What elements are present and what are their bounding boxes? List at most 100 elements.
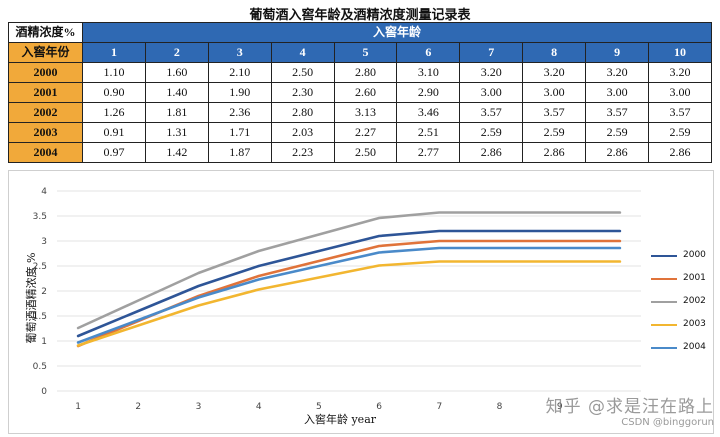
value-cell: 3.20 — [648, 62, 712, 83]
value-cell: 1.90 — [207, 82, 272, 103]
value-cell: 2.36 — [207, 102, 272, 123]
value-cell: 3.00 — [648, 82, 712, 103]
age-header-cell: 7 — [459, 42, 524, 63]
value-cell: 3.13 — [333, 102, 398, 123]
value-cell: 2.30 — [270, 82, 335, 103]
x-tick-label: 6 — [376, 402, 382, 412]
corner-bottom-cell: 入窖年份 — [8, 42, 83, 63]
value-cell: 1.40 — [144, 82, 209, 103]
watermark-main: 知乎 @求是汪在路上 — [545, 397, 714, 417]
year-cell: 2003 — [8, 122, 83, 143]
legend-item: 2002 — [649, 293, 711, 316]
value-cell: 2.86 — [522, 142, 587, 163]
y-tick-label: 3 — [41, 237, 47, 247]
value-cell: 2.59 — [522, 122, 587, 143]
value-cell: 0.97 — [82, 142, 146, 163]
age-header-cell: 1 — [82, 42, 146, 63]
x-tick-label: 7 — [436, 402, 442, 412]
table-row: 2003 0.91 1.31 1.71 2.03 2.27 2.51 2.59 2.59 2.59… — [8, 122, 712, 143]
y-tick-label: 0.5 — [33, 362, 47, 372]
age-header-cell: 6 — [396, 42, 461, 63]
legend-label: 2003 — [683, 319, 706, 329]
legend-item: 2000 — [649, 247, 711, 270]
value-cell: 1.81 — [144, 102, 209, 123]
value-cell: 3.00 — [522, 82, 587, 103]
series-line-2002 — [76, 211, 622, 330]
y-tick-label: 2.5 — [33, 262, 47, 272]
legend-swatch — [651, 278, 677, 280]
y-tick-label: 0 — [41, 387, 47, 397]
value-cell: 3.10 — [396, 62, 461, 83]
value-cell: 3.20 — [522, 62, 587, 83]
value-cell: 3.57 — [459, 102, 524, 123]
value-cell: 2.60 — [333, 82, 398, 103]
line-chart: 0 0.5 1 1.5 2 2.5 3 3.5 4 1 2 3 4 5 6 7 8 9 — [33, 187, 641, 412]
value-cell: 2.50 — [270, 62, 335, 83]
year-cell: 2002 — [8, 102, 83, 123]
value-cell: 3.00 — [585, 82, 650, 103]
series-line-2004 — [76, 246, 622, 344]
value-cell: 3.57 — [585, 102, 650, 123]
year-cell: 2000 — [8, 62, 83, 83]
value-cell: 3.46 — [396, 102, 461, 123]
x-tick-label: 5 — [316, 402, 322, 412]
corner-top-cell: 酒精浓度% — [8, 22, 83, 43]
series-line-2003 — [76, 260, 622, 347]
series-line-2000 — [76, 229, 622, 338]
legend-item: 2003 — [649, 316, 711, 339]
y-tick-label: 2 — [41, 287, 47, 297]
x-tick-label: 2 — [135, 402, 141, 412]
value-cell: 1.60 — [144, 62, 209, 83]
legend-swatch — [651, 347, 677, 349]
value-cell: 0.90 — [82, 82, 146, 103]
y-axis-title: 葡萄酒酒精浓度 % — [25, 252, 38, 344]
value-cell: 3.20 — [585, 62, 650, 83]
table-row: 2004 0.97 1.42 1.87 2.23 2.50 2.77 2.86 2.86 2.86… — [8, 142, 712, 163]
legend-label: 2002 — [683, 296, 706, 306]
age-group-header: 入窖年龄 — [82, 22, 712, 43]
chart-panel: 0 0.5 1 1.5 2 2.5 3 3.5 4 1 2 3 4 5 6 7 8 9 葡萄酒酒精浓度 % 入窖年… — [8, 170, 714, 434]
table-row: 2002 1.26 1.81 2.36 2.80 3.13 3.46 3.57 3.57 3.57… — [8, 102, 712, 123]
legend-swatch — [651, 324, 677, 326]
value-cell: 3.00 — [459, 82, 524, 103]
x-tick-label: 9 — [557, 402, 563, 412]
value-cell: 2.27 — [333, 122, 398, 143]
value-cell: 2.80 — [333, 62, 398, 83]
year-cell: 2001 — [8, 82, 83, 103]
value-cell: 2.86 — [459, 142, 524, 163]
x-axis-title: 入窖年龄 year — [303, 413, 377, 426]
x-tick-label: 1 — [75, 402, 81, 412]
y-tick-label: 1 — [41, 337, 47, 347]
legend-swatch — [651, 301, 677, 303]
table-title: 葡萄酒入窖年龄及酒精浓度测量记录表 — [249, 8, 471, 23]
value-cell: 2.51 — [396, 122, 461, 143]
legend-item: 2001 — [649, 270, 711, 293]
value-cell: 2.50 — [333, 142, 398, 163]
x-tick-label: 8 — [497, 402, 503, 412]
value-cell: 2.59 — [459, 122, 524, 143]
y-tick-label: 4 — [41, 187, 47, 197]
value-cell: 2.86 — [585, 142, 650, 163]
age-header-cell: 9 — [585, 42, 650, 63]
value-cell: 2.86 — [648, 142, 712, 163]
value-cell: 3.57 — [648, 102, 712, 123]
chart-legend: 2000 2001 2002 2003 2004 — [649, 247, 711, 362]
value-cell: 1.10 — [82, 62, 146, 83]
table-header-row-1: 酒精浓度% 入窖年龄 — [8, 22, 712, 43]
value-cell: 2.80 — [270, 102, 335, 123]
value-cell: 1.26 — [82, 102, 146, 123]
series-line-2001 — [76, 239, 622, 348]
value-cell: 1.87 — [207, 142, 272, 163]
legend-label: 2001 — [683, 273, 706, 283]
legend-swatch — [651, 255, 677, 257]
year-cell: 2004 — [8, 142, 83, 163]
value-cell: 2.77 — [396, 142, 461, 163]
age-header-cell: 5 — [333, 42, 398, 63]
value-cell: 3.57 — [522, 102, 587, 123]
legend-label: 2004 — [683, 342, 706, 352]
value-cell: 2.10 — [207, 62, 272, 83]
age-header-cell: 3 — [207, 42, 272, 63]
value-cell: 2.90 — [396, 82, 461, 103]
value-cell: 1.71 — [207, 122, 272, 143]
value-cell: 2.23 — [270, 142, 335, 163]
